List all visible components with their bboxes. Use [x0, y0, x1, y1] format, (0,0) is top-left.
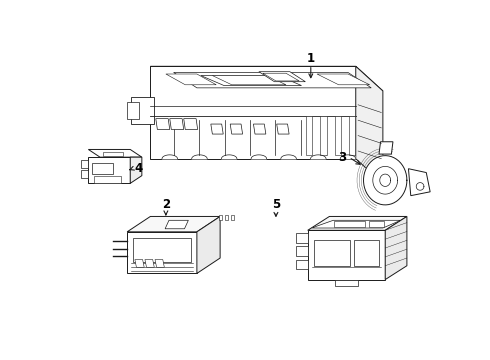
- Polygon shape: [166, 74, 216, 85]
- Polygon shape: [349, 116, 355, 155]
- Polygon shape: [334, 221, 365, 227]
- Polygon shape: [197, 216, 220, 274]
- Polygon shape: [308, 230, 385, 280]
- Polygon shape: [150, 66, 356, 159]
- Polygon shape: [219, 215, 221, 220]
- Polygon shape: [281, 155, 296, 159]
- Polygon shape: [259, 72, 305, 82]
- Polygon shape: [127, 232, 197, 274]
- Polygon shape: [296, 260, 308, 269]
- Polygon shape: [165, 220, 188, 229]
- Polygon shape: [335, 116, 341, 155]
- Polygon shape: [296, 247, 308, 256]
- Polygon shape: [130, 157, 142, 183]
- Polygon shape: [296, 233, 308, 243]
- Polygon shape: [231, 215, 234, 220]
- Polygon shape: [253, 124, 266, 134]
- Polygon shape: [155, 260, 164, 267]
- Polygon shape: [221, 155, 237, 159]
- Polygon shape: [201, 76, 301, 86]
- Polygon shape: [373, 166, 397, 194]
- Polygon shape: [311, 155, 326, 159]
- Polygon shape: [133, 238, 191, 262]
- Polygon shape: [251, 155, 267, 159]
- Polygon shape: [312, 220, 401, 228]
- Polygon shape: [94, 176, 121, 183]
- Polygon shape: [317, 74, 369, 85]
- Polygon shape: [156, 119, 170, 130]
- Polygon shape: [356, 66, 383, 183]
- Polygon shape: [306, 116, 312, 155]
- Polygon shape: [340, 155, 356, 159]
- Polygon shape: [162, 155, 177, 159]
- Text: 3: 3: [339, 150, 346, 164]
- Polygon shape: [150, 66, 383, 91]
- Polygon shape: [416, 183, 424, 190]
- Polygon shape: [263, 73, 299, 81]
- Text: 2: 2: [162, 198, 170, 211]
- Polygon shape: [308, 216, 407, 230]
- Polygon shape: [81, 170, 88, 178]
- Polygon shape: [131, 97, 154, 124]
- Polygon shape: [192, 155, 207, 159]
- Polygon shape: [212, 76, 286, 85]
- Polygon shape: [81, 160, 88, 168]
- Polygon shape: [92, 163, 113, 174]
- Polygon shape: [170, 119, 184, 130]
- Polygon shape: [277, 124, 289, 134]
- Polygon shape: [369, 221, 385, 227]
- Polygon shape: [173, 72, 371, 88]
- Polygon shape: [385, 216, 407, 280]
- Polygon shape: [354, 239, 379, 266]
- Polygon shape: [379, 142, 393, 154]
- Text: 4: 4: [135, 162, 143, 175]
- Polygon shape: [314, 239, 350, 266]
- Polygon shape: [380, 174, 391, 186]
- Polygon shape: [145, 260, 154, 267]
- Polygon shape: [335, 280, 358, 286]
- Text: 1: 1: [307, 52, 315, 65]
- Polygon shape: [409, 169, 430, 195]
- Polygon shape: [211, 124, 223, 134]
- Polygon shape: [127, 216, 220, 232]
- Polygon shape: [103, 152, 123, 156]
- Polygon shape: [230, 124, 243, 134]
- Polygon shape: [184, 119, 197, 130]
- Polygon shape: [225, 215, 228, 220]
- Polygon shape: [88, 149, 142, 157]
- Polygon shape: [364, 156, 407, 205]
- Polygon shape: [88, 157, 130, 183]
- Polygon shape: [320, 116, 326, 155]
- Polygon shape: [127, 103, 139, 119]
- Text: 5: 5: [272, 198, 280, 211]
- Polygon shape: [135, 260, 144, 267]
